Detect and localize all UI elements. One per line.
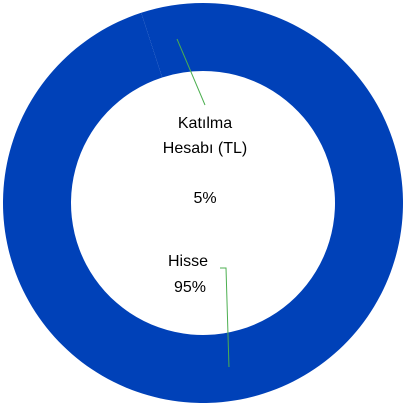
donut-slice xyxy=(141,3,203,78)
slice-label: Katılma Hesabı (TL) xyxy=(162,115,248,157)
leader-line xyxy=(176,38,206,106)
leader-line xyxy=(220,267,230,367)
donut-slice xyxy=(2,3,404,404)
slice-value-label: 95% xyxy=(173,279,207,296)
slice-value-label: 5% xyxy=(193,190,217,207)
slice-label: Hisse xyxy=(167,253,208,270)
